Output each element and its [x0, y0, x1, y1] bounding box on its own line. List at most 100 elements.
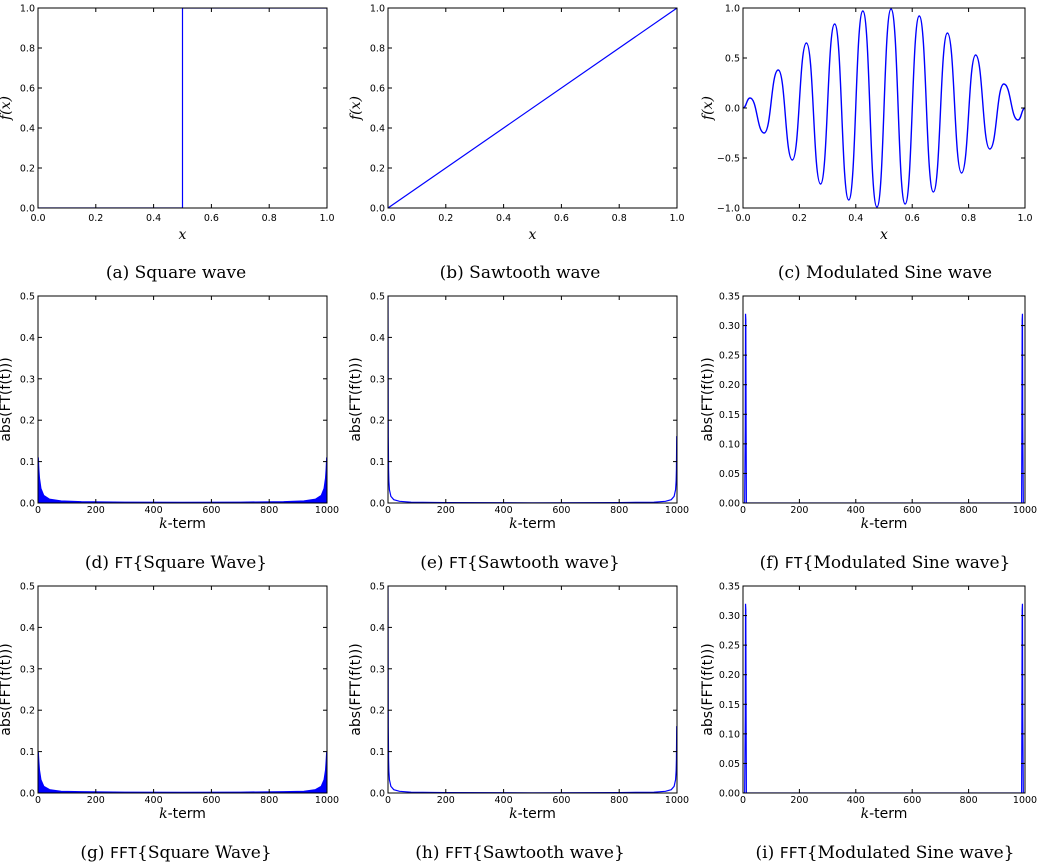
y-tick-label: 0.05 — [719, 759, 740, 770]
caption-body: {Modulated Sine wave} — [807, 843, 1015, 863]
y-tick-label: 0.2 — [370, 416, 385, 427]
y-axis-label: abs(FT(f(t))) — [700, 357, 716, 441]
x-tick-label: 1.0 — [1017, 213, 1032, 224]
caption-body: {Square Wave} — [137, 843, 272, 863]
series-line-0 — [38, 8, 327, 208]
y-tick-label: 0.35 — [719, 582, 740, 593]
y-tick-label: 0.0 — [20, 204, 35, 215]
chart-g: 0 200 400 600 800 1000 0.0 0.1 0.2 0.3 0.4 0.5 k-ter… — [0, 582, 339, 864]
plot-frame — [37, 295, 328, 504]
y-axis-label: f(x) — [700, 96, 716, 121]
y-tick-label: 0.5 — [725, 54, 740, 65]
y-tick-label: 0.15 — [719, 410, 740, 421]
y-tick-label: 0.8 — [20, 44, 35, 55]
chart-a: 0.0 0.2 0.4 0.6 0.8 1.0 0.0 0.2 0.4 0.6 0.8 1.0 x f(x… — [0, 4, 335, 284]
plot-frame — [387, 7, 678, 209]
y-tick-label: 0.2 — [20, 164, 35, 175]
series-line-0 — [388, 8, 677, 208]
y-tick-label: 0.35 — [719, 292, 740, 303]
x-axis-label-rest: -term — [168, 516, 206, 532]
series-line-0 — [388, 586, 677, 793]
x-tick-label: 200 — [437, 795, 455, 806]
plot-frame — [742, 585, 1026, 794]
series-line-0 — [743, 313, 1025, 503]
caption-operator: FT — [449, 554, 467, 572]
x-tick-label: 400 — [145, 505, 163, 516]
x-tick-label: 1000 — [665, 795, 689, 806]
y-axis-label: abs(FFT(f(t))) — [700, 643, 716, 735]
y-tick-label: 0.15 — [719, 700, 740, 711]
caption: (d) FT{Square Wave} — [85, 553, 267, 573]
y-tick-label: 0.0 — [20, 499, 35, 510]
y-axis-label: f(x) — [348, 96, 364, 121]
x-tick-label: 0.6 — [204, 213, 219, 224]
y-tick-label: 0.25 — [719, 351, 740, 362]
x-axis-label-rest: -term — [518, 806, 556, 822]
x-tick-label: 400 — [495, 795, 513, 806]
x-axis-label-rest: -term — [168, 806, 206, 822]
caption-operator: FT — [114, 554, 132, 572]
y-tick-label: 0.5 — [370, 582, 385, 593]
series-line-0 — [388, 296, 677, 503]
x-axis-label-rest: -term — [518, 516, 556, 532]
y-axis-label: f(x) — [0, 96, 14, 121]
caption-operator: FT — [785, 554, 803, 572]
x-tick-label: 1000 — [315, 795, 339, 806]
x-tick-label: 800 — [960, 795, 978, 806]
y-tick-label: 1.0 — [725, 4, 740, 15]
x-axis-label: k-term — [509, 516, 556, 532]
x-tick-label: 0.2 — [438, 213, 453, 224]
x-tick-label: 0 — [35, 795, 41, 806]
x-tick-label: 400 — [847, 795, 865, 806]
y-tick-label: 0.0 — [370, 204, 385, 215]
y-tick-label: −0.5 — [717, 154, 740, 165]
x-tick-label: 800 — [610, 795, 628, 806]
series-line-0 — [743, 603, 1025, 793]
y-tick-label: 0.10 — [719, 439, 740, 450]
caption-body: {Sawtooth wave} — [472, 843, 625, 863]
y-axis-label: abs(FFT(f(t))) — [0, 643, 14, 735]
plot-frame — [387, 585, 678, 794]
y-tick-label: 0.6 — [20, 84, 35, 95]
y-tick-label: 0.3 — [20, 664, 35, 675]
y-tick-label: 0.3 — [370, 664, 385, 675]
chart-d: 0 200 400 600 800 1000 0.0 0.1 0.2 0.3 0.4 0.5 k-ter… — [0, 292, 339, 574]
x-axis-label: k-term — [861, 806, 908, 822]
x-axis-label: k-term — [861, 516, 908, 532]
x-tick-label: 0.4 — [146, 213, 161, 224]
y-tick-label: 0.0 — [20, 789, 35, 800]
x-tick-label: 1000 — [1013, 505, 1037, 516]
y-axis-label: abs(FT(f(t))) — [0, 357, 14, 441]
caption-prefix: (g) — [80, 843, 110, 863]
caption-body: {Sawtooth wave} — [467, 553, 620, 573]
y-tick-label: 0.20 — [719, 380, 740, 391]
y-tick-label: −1.0 — [717, 204, 740, 215]
y-tick-label: 0.2 — [370, 706, 385, 717]
chart-b: 0.0 0.2 0.4 0.6 0.8 1.0 0.0 0.2 0.4 0.6 0.8 1.0 x f(x… — [348, 4, 685, 284]
x-tick-label: 0 — [35, 505, 41, 516]
x-axis-label: k-term — [159, 516, 206, 532]
x-tick-label: 1000 — [1013, 795, 1037, 806]
x-tick-label: 600 — [552, 795, 570, 806]
x-tick-label: 200 — [790, 505, 808, 516]
y-tick-label: 1.0 — [370, 4, 385, 15]
caption: (i) FFT{Modulated Sine wave} — [756, 843, 1015, 863]
series-line-0 — [743, 8, 1025, 208]
x-tick-label: 0.4 — [848, 213, 863, 224]
y-tick-label: 0.4 — [20, 623, 35, 634]
x-axis-label: x — [529, 227, 537, 243]
x-tick-label: 0 — [740, 795, 746, 806]
series-line-0 — [38, 751, 327, 793]
series-area-0 — [38, 457, 327, 503]
x-axis-label: x — [179, 227, 187, 243]
y-axis-label: abs(FFT(f(t))) — [348, 643, 364, 735]
x-tick-label: 600 — [903, 505, 921, 516]
x-tick-label: 0.0 — [735, 213, 750, 224]
caption-operator: FFT — [780, 844, 807, 862]
y-tick-label: 0.1 — [370, 457, 385, 468]
y-tick-label: 0.2 — [370, 164, 385, 175]
y-tick-label: 0.4 — [370, 333, 385, 344]
y-axis-label: abs(FT(f(t))) — [348, 357, 364, 441]
y-tick-label: 0.5 — [20, 292, 35, 303]
caption: (c) Modulated Sine wave — [778, 263, 992, 283]
